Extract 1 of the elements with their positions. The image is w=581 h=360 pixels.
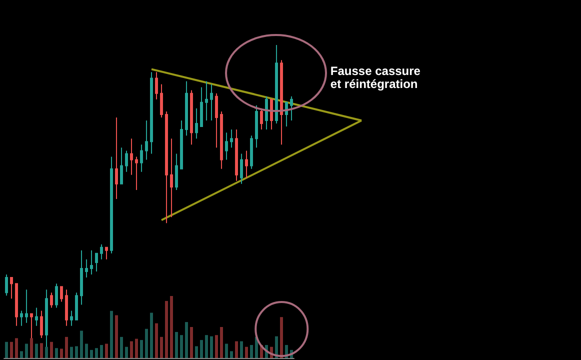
annotation: Fausse cassure et réintégration [330,64,420,91]
